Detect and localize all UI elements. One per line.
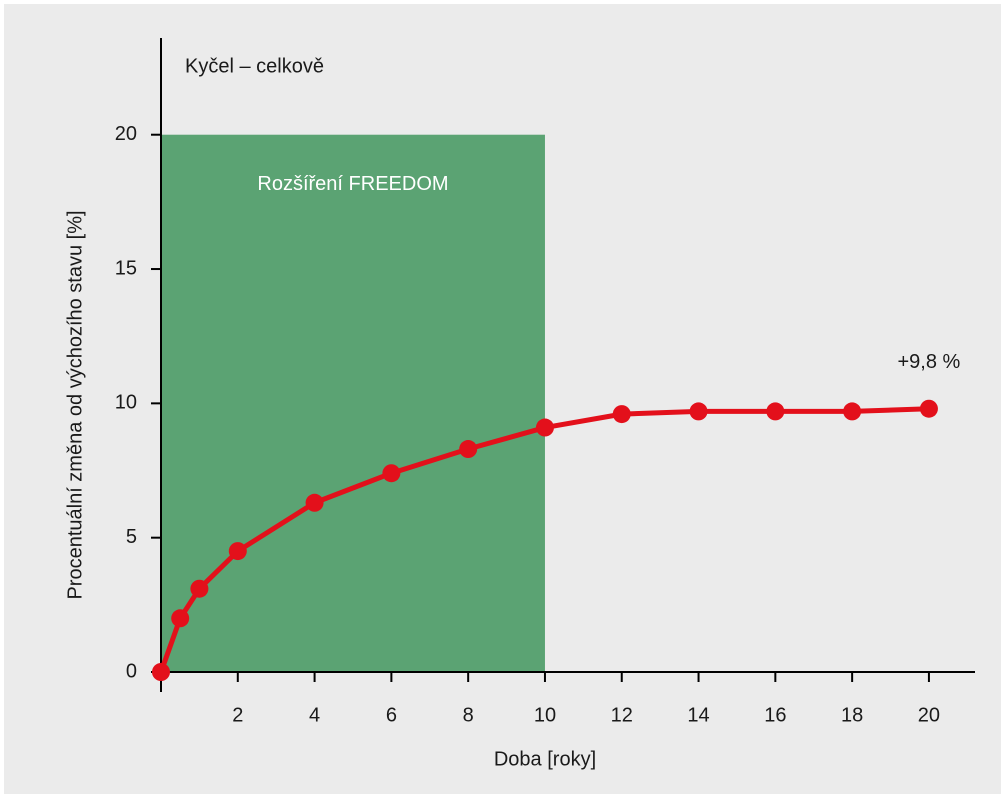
x-tick-label: 2 <box>232 704 243 726</box>
point <box>152 663 170 681</box>
annotation: +9,8 % <box>898 351 961 373</box>
shaded-region <box>161 134 545 673</box>
x-axis-label: Doba [roky] <box>494 748 596 770</box>
point <box>459 440 478 459</box>
x-tick-label: 6 <box>386 704 397 726</box>
point <box>689 402 708 421</box>
y-tick-label: 0 <box>126 660 137 682</box>
y-tick-label: 10 <box>115 392 137 414</box>
point <box>612 405 631 424</box>
x-tick-label: 16 <box>764 704 786 726</box>
x-tick-label: 18 <box>841 704 863 726</box>
chart-title: Kyčel – celkově <box>185 55 324 77</box>
point <box>171 609 190 628</box>
x-tick-label: 20 <box>918 704 940 726</box>
point <box>190 579 209 598</box>
y-tick-label: 15 <box>115 257 137 279</box>
x-tick-label: 8 <box>463 704 474 726</box>
point <box>305 493 324 512</box>
point <box>919 399 938 418</box>
y-tick-label: 20 <box>115 123 137 145</box>
point <box>382 464 401 483</box>
point <box>843 402 862 421</box>
y-axis-label: Procentuální změna od výchozího stavu [%… <box>64 210 86 599</box>
point <box>766 402 785 421</box>
point <box>228 542 247 561</box>
region-layer <box>161 134 545 673</box>
x-tick-label: 14 <box>687 704 709 726</box>
x-tick-label: 4 <box>309 704 320 726</box>
y-tick-label: 5 <box>126 526 137 548</box>
x-tick-label: 10 <box>534 704 556 726</box>
x-tick-label: 12 <box>611 704 633 726</box>
point <box>535 418 554 437</box>
region-label: Rozšíření FREEDOM <box>257 173 448 195</box>
